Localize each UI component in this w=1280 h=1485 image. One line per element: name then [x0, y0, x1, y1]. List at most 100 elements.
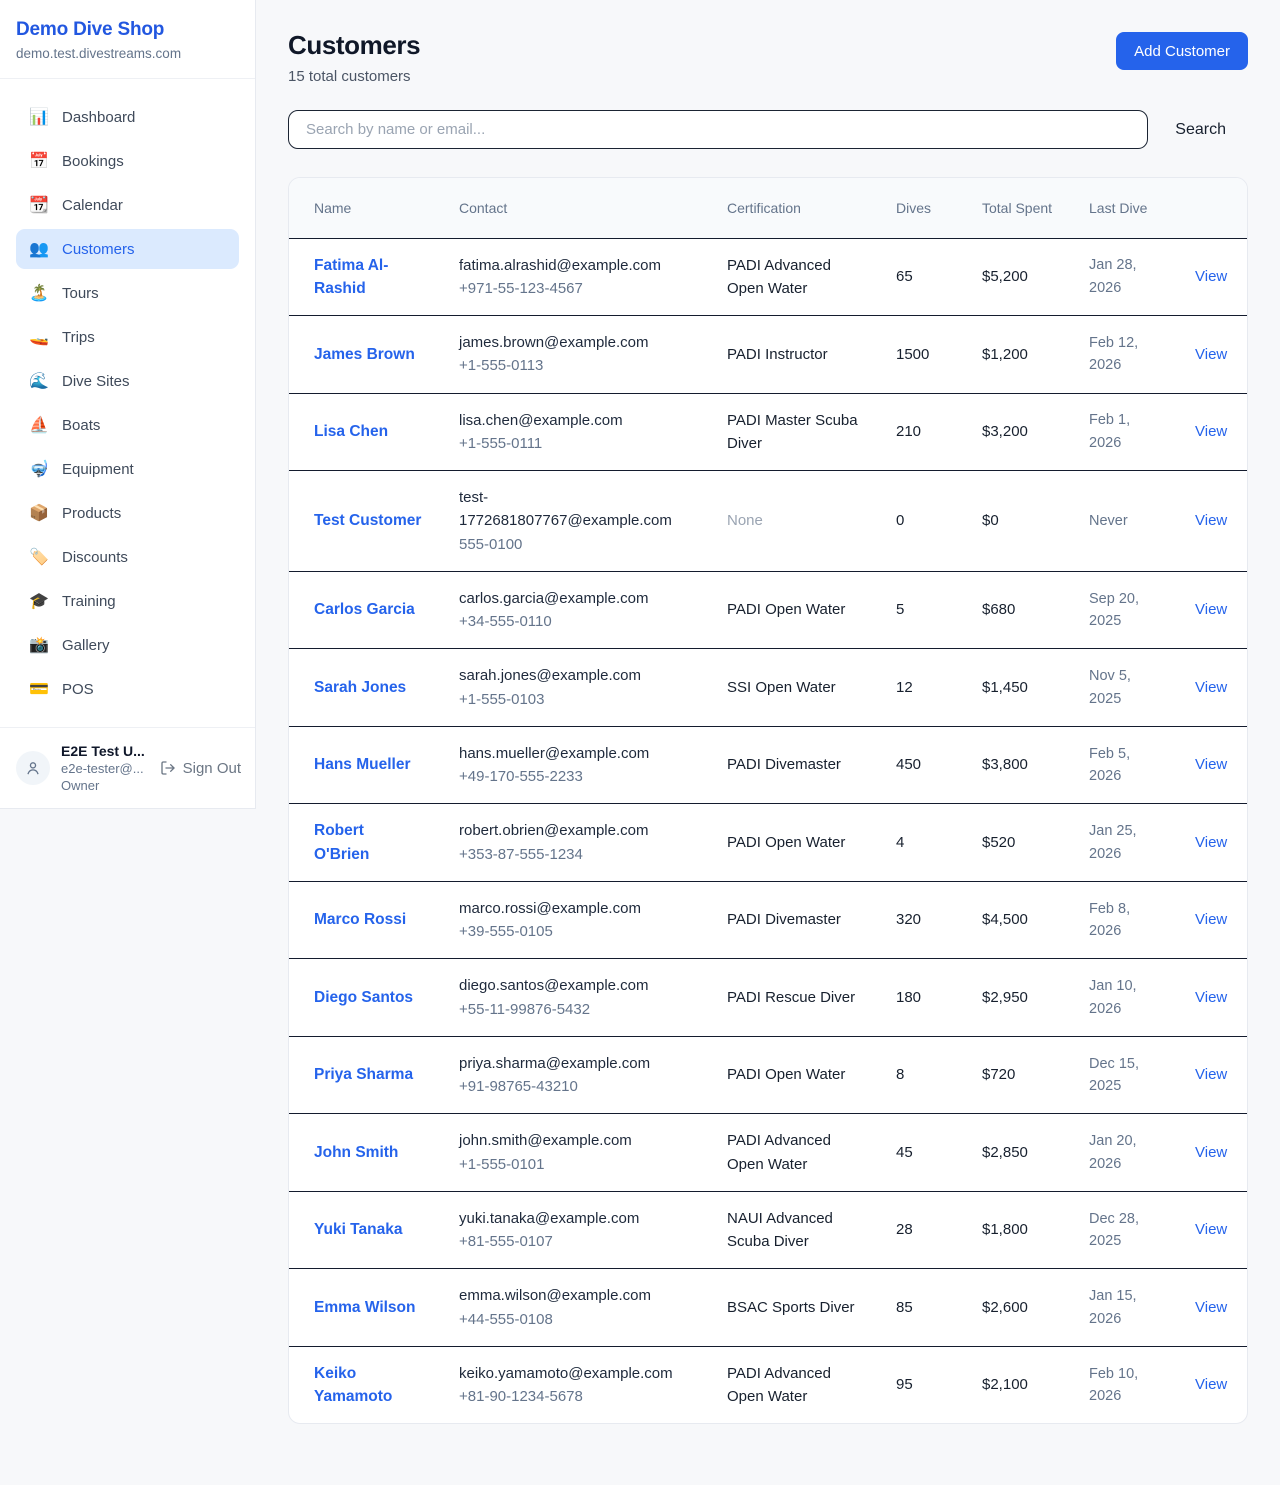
- view-customer-link[interactable]: View: [1195, 1376, 1228, 1394]
- sidebar-item-label: POS: [62, 680, 94, 698]
- view-customer-link[interactable]: View: [1195, 911, 1228, 929]
- view-customer-link[interactable]: View: [1195, 988, 1228, 1006]
- view-customer-link[interactable]: View: [1195, 512, 1228, 530]
- view-customer-link[interactable]: View: [1195, 268, 1228, 286]
- avatar: [16, 751, 50, 785]
- customer-email: test-1772681807767@example.com: [459, 489, 672, 530]
- table-row: Fatima Al-Rashid fatima.alrashid@example…: [289, 238, 1247, 316]
- customer-name-link[interactable]: Emma Wilson: [314, 1298, 416, 1316]
- sidebar-item-calendar[interactable]: 📆 Calendar: [16, 185, 239, 225]
- table-row: Keiko Yamamoto keiko.yamamoto@example.co…: [289, 1346, 1247, 1423]
- customer-last-dive: Dec 28, 2025: [1064, 1191, 1170, 1270]
- customer-name-link[interactable]: Test Customer: [314, 512, 422, 530]
- sidebar-item-boats[interactable]: ⛵ Boats: [16, 405, 239, 445]
- customer-name-link[interactable]: Lisa Chen: [314, 423, 389, 441]
- customer-dives: 12: [871, 648, 957, 727]
- customer-certification: PADI Master Scuba Diver: [727, 411, 858, 452]
- customer-name-link[interactable]: James Brown: [314, 345, 415, 363]
- customer-certification: PADI Advanced Open Water: [727, 256, 831, 297]
- view-customer-link[interactable]: View: [1195, 678, 1228, 696]
- customer-phone: +55-11-99876-5432: [459, 1000, 591, 1018]
- customer-name-link[interactable]: Marco Rossi: [314, 911, 407, 929]
- speedboat-icon: 🚤: [29, 329, 49, 346]
- sidebar-item-dashboard[interactable]: 📊 Dashboard: [16, 97, 239, 137]
- col-header-name: Name: [289, 178, 434, 239]
- col-header-last-dive: Last Dive: [1064, 178, 1170, 239]
- search-button[interactable]: Search: [1175, 120, 1226, 138]
- view-customer-link[interactable]: View: [1195, 1066, 1228, 1084]
- customer-certification: PADI Advanced Open Water: [727, 1364, 831, 1405]
- view-customer-link[interactable]: View: [1195, 345, 1228, 363]
- customer-dives: 45: [871, 1113, 957, 1192]
- add-customer-button[interactable]: Add Customer: [1116, 32, 1248, 70]
- customer-dives: 0: [871, 470, 957, 572]
- customer-dives: 210: [871, 393, 957, 471]
- customer-name-link[interactable]: Diego Santos: [314, 988, 414, 1006]
- view-customer-link[interactable]: View: [1195, 1143, 1228, 1161]
- package-icon: 📦: [29, 505, 49, 522]
- customer-certification: None: [727, 512, 763, 530]
- col-header-actions: [1170, 178, 1247, 239]
- customer-email: marco.rossi@example.com: [459, 899, 641, 917]
- customer-last-dive: Jan 20, 2026: [1064, 1113, 1170, 1192]
- view-customer-link[interactable]: View: [1195, 756, 1228, 774]
- table-row: Hans Mueller hans.mueller@example.com +4…: [289, 726, 1247, 805]
- customer-name-link[interactable]: Robert O'Brien: [314, 822, 370, 863]
- customer-certification: PADI Instructor: [727, 345, 828, 363]
- sidebar-item-customers[interactable]: 👥 Customers: [16, 229, 239, 269]
- sidebar-item-training[interactable]: 🎓 Training: [16, 581, 239, 621]
- customer-dives: 180: [871, 958, 957, 1037]
- sign-out-button[interactable]: Sign Out: [160, 760, 241, 777]
- view-customer-link[interactable]: View: [1195, 1221, 1228, 1239]
- customers-table: Name Contact Certification Dives Total S…: [289, 178, 1247, 1423]
- customer-last-dive: Nov 5, 2025: [1064, 648, 1170, 727]
- customer-dives: 1500: [871, 315, 957, 394]
- customer-name-link[interactable]: Yuki Tanaka: [314, 1221, 403, 1239]
- customer-name-link[interactable]: Fatima Al-Rashid: [314, 256, 389, 297]
- customer-dives: 5: [871, 571, 957, 650]
- view-customer-link[interactable]: View: [1195, 1298, 1228, 1316]
- sidebar-item-equipment[interactable]: 🤿 Equipment: [16, 449, 239, 489]
- customer-name-link[interactable]: Hans Mueller: [314, 756, 411, 774]
- customer-certification: SSI Open Water: [727, 678, 836, 696]
- credit-card-icon: 💳: [29, 681, 49, 698]
- sign-out-label: Sign Out: [182, 759, 241, 777]
- customer-certification: PADI Open Water: [727, 601, 846, 619]
- customer-email: carlos.garcia@example.com: [459, 589, 649, 607]
- sidebar-item-dive-sites[interactable]: 🌊 Dive Sites: [16, 361, 239, 401]
- customer-name-link[interactable]: Carlos Garcia: [314, 601, 415, 619]
- table-row: Lisa Chen lisa.chen@example.com +1-555-0…: [289, 393, 1247, 471]
- customer-phone: +353-87-555-1234: [459, 845, 583, 863]
- customer-last-dive: Feb 10, 2026: [1089, 1365, 1139, 1404]
- sidebar-item-products[interactable]: 📦 Products: [16, 493, 239, 533]
- customer-name-link[interactable]: John Smith: [314, 1143, 399, 1161]
- sidebar-item-trips[interactable]: 🚤 Trips: [16, 317, 239, 357]
- view-customer-link[interactable]: View: [1195, 833, 1228, 851]
- customer-total-spent: $720: [957, 1036, 1064, 1115]
- user-name: E2E Test U...: [61, 743, 145, 759]
- customer-total-spent: $520: [957, 803, 1064, 882]
- sidebar-item-discounts[interactable]: 🏷️ Discounts: [16, 537, 239, 577]
- customer-last-dive: Jan 15, 2026: [1064, 1268, 1170, 1347]
- sidebar-item-bookings[interactable]: 📅 Bookings: [16, 141, 239, 181]
- sidebar-item-label: Gallery: [62, 636, 110, 654]
- sidebar-item-gallery[interactable]: 📸 Gallery: [16, 625, 239, 665]
- sidebar-item-label: Dashboard: [62, 108, 136, 126]
- customer-phone: +49-170-555-2233: [459, 768, 583, 785]
- customer-total-spent: $680: [957, 571, 1064, 650]
- customer-total-spent: $1,200: [957, 315, 1064, 394]
- customer-name-link[interactable]: Keiko Yamamoto: [314, 1364, 393, 1405]
- table-row: Carlos Garcia carlos.garcia@example.com …: [289, 571, 1247, 650]
- customer-phone: +91-98765-43210: [459, 1078, 578, 1095]
- view-customer-link[interactable]: View: [1195, 601, 1228, 619]
- customer-name-link[interactable]: Sarah Jones: [314, 678, 407, 696]
- sidebar-item-tours[interactable]: 🏝️ Tours: [16, 273, 239, 313]
- view-customer-link[interactable]: View: [1195, 423, 1228, 441]
- customer-email: robert.obrien@example.com: [459, 822, 649, 840]
- customer-email: hans.mueller@example.com: [459, 744, 650, 762]
- customer-total-spent: $1,800: [957, 1191, 1064, 1270]
- customer-certification: PADI Divemaster: [727, 756, 841, 774]
- sidebar-item-pos[interactable]: 💳 POS: [16, 669, 239, 709]
- customer-name-link[interactable]: Priya Sharma: [314, 1066, 414, 1084]
- search-input[interactable]: [288, 110, 1149, 149]
